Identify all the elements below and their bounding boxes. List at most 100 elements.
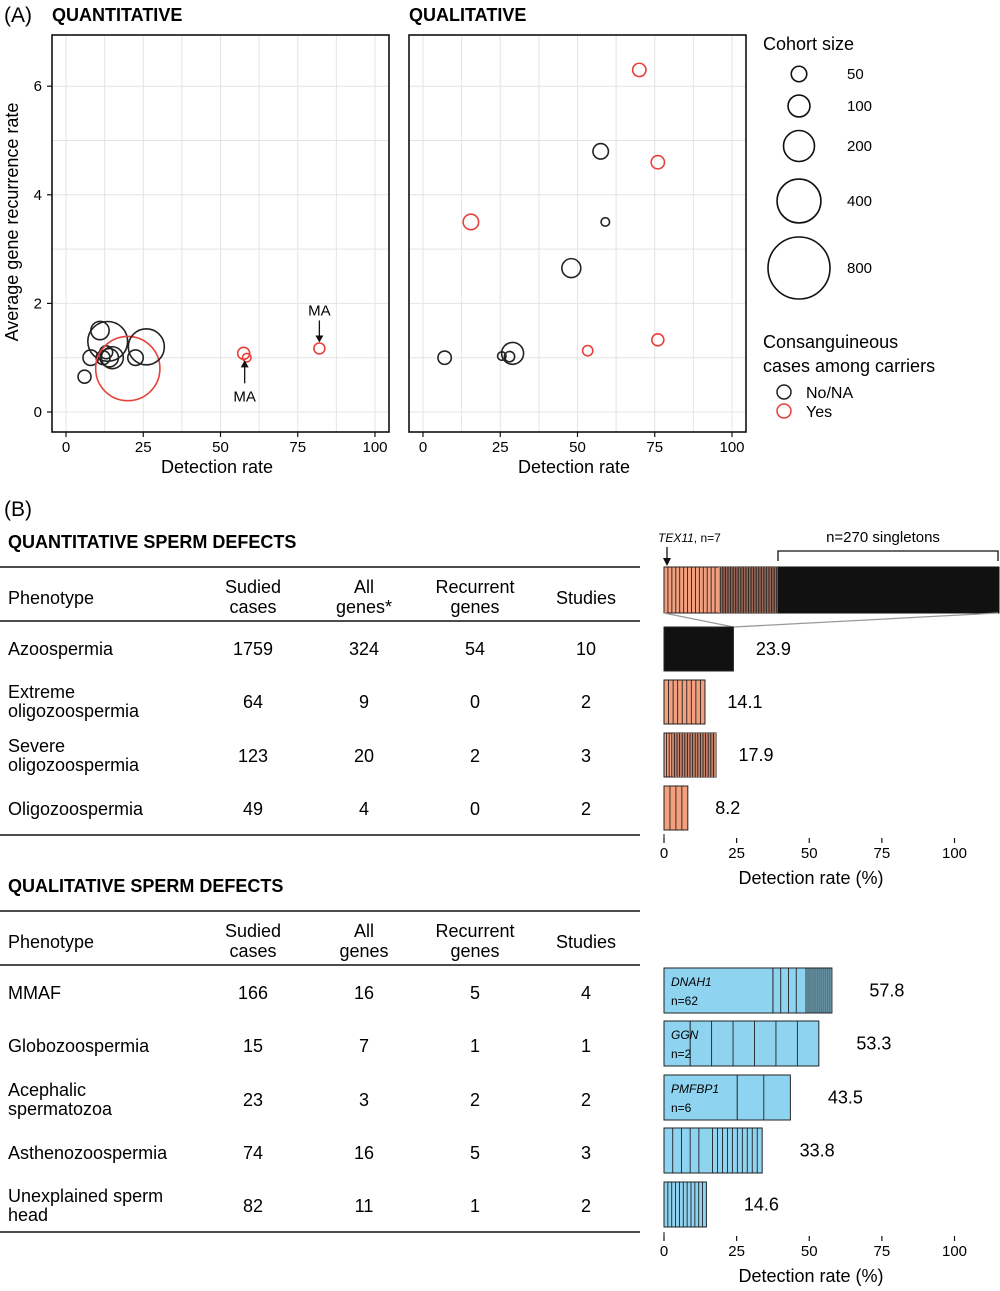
scatter-point — [437, 350, 453, 366]
size-legend-circle — [790, 65, 808, 83]
bar-value-label: 23.9 — [756, 639, 791, 659]
bar-axis-tick-label: 0 — [660, 1243, 668, 1260]
table-cell: 324 — [349, 639, 379, 659]
legend-size-title: Cohort size — [763, 34, 854, 54]
y-tick-label: 2 — [34, 295, 42, 312]
qualitative-bar-chart: DNAH1 n=62 57.8 GGN n=2 53.3 PMFBP1 n=6 43.5 33.8… — [660, 967, 967, 1286]
bar-value-label: 57.8 — [869, 981, 904, 1001]
ma-annotation-label: MA — [308, 302, 331, 319]
table-cell: 0 — [470, 692, 480, 712]
bar-dense-segment — [673, 733, 716, 777]
table-cell: 3 — [359, 1090, 369, 1110]
x-tick-label: 100 — [362, 439, 387, 456]
table-cell: 23 — [243, 1090, 263, 1110]
quantitative-scatter-plot: 0 25 50 75 100 0 2 4 6 MA MA — [34, 34, 390, 456]
quantitative-panel-title: QUANTITATIVE — [52, 5, 182, 25]
table-cell: 20 — [354, 746, 374, 766]
panel-b: (B) QUANTITATIVE SPERM DEFECTS QUALITATI… — [0, 498, 1000, 1286]
bar-value-label: 14.6 — [744, 1195, 779, 1215]
size-legend: 50 100 200 400 800 — [767, 65, 872, 300]
bar-axis-label: Detection rate (%) — [738, 1266, 883, 1286]
singletons-label: n=270 singletons — [826, 529, 940, 546]
bar-gene-label: GGN — [671, 1028, 699, 1042]
scatter-point — [581, 344, 594, 357]
bar-axis-tick-label: 75 — [874, 1243, 891, 1260]
scatter-point — [236, 346, 251, 361]
table-header-cell: Phenotype — [8, 932, 94, 952]
table-cell: 2 — [470, 746, 480, 766]
y-tick-label: 4 — [34, 187, 42, 204]
bar-axis-label: Detection rate (%) — [738, 868, 883, 888]
table-cell: 1 — [470, 1036, 480, 1056]
scatter-point — [241, 352, 252, 363]
table-row-phenotype: oligozoospermia — [8, 755, 140, 775]
x-tick-label: 0 — [419, 439, 427, 456]
table-row-phenotype: spermatozoa — [8, 1099, 113, 1119]
bar-gene-label: DNAH1 — [671, 975, 712, 989]
qualitative-panel-title: QUALITATIVE — [409, 5, 526, 25]
table-row-phenotype: Acephalic — [8, 1080, 86, 1100]
table-cell: 1 — [581, 1036, 591, 1056]
bar-axis-tick-label: 50 — [801, 845, 818, 862]
bar-axis-tick-label: 100 — [942, 845, 967, 862]
table-cell: 2 — [581, 692, 591, 712]
scatter-point — [90, 320, 110, 341]
table-header-cell: genes* — [336, 597, 392, 617]
legend-color-title-line2: cases among carriers — [763, 356, 935, 376]
ma-arrow-head — [315, 335, 324, 343]
panel-a-label: (A) — [4, 4, 32, 27]
x-tick-label: 50 — [569, 439, 586, 456]
table-cell: 3 — [581, 1143, 591, 1163]
table-cell: 4 — [581, 983, 591, 1003]
scatter-point — [127, 328, 166, 366]
bar-acephalic-spermatozoa — [663, 1074, 791, 1121]
table-cell: 54 — [465, 639, 485, 659]
table-row-phenotype: head — [8, 1205, 48, 1225]
x-tick-label: 75 — [289, 439, 306, 456]
table-cell: 49 — [243, 799, 263, 819]
size-legend-circle — [787, 94, 811, 118]
table-header-cell: genes — [450, 597, 499, 617]
qualitative-scatter-plot: 0 25 50 75 100 — [408, 34, 747, 456]
bar-value-label: 33.8 — [800, 1141, 835, 1161]
bar-axis-tick-label: 25 — [728, 1243, 745, 1260]
qualitative-table: PhenotypeSudiedcasesAllgenesRecurrentgen… — [0, 910, 640, 1233]
table-header-cell: Studies — [556, 932, 616, 952]
bar-value-label: 17.9 — [738, 745, 773, 765]
ma-annotation-label: MA — [233, 388, 256, 405]
scatter-point — [650, 154, 666, 170]
bar-unexplained-sperm-head — [663, 1181, 707, 1228]
table-cell: 0 — [470, 799, 480, 819]
bar-axis-tick-label: 50 — [801, 1243, 818, 1260]
scatter-point — [126, 349, 145, 367]
size-legend-circle — [782, 129, 816, 163]
table-header-cell: Phenotype — [8, 588, 94, 608]
size-legend-label: 50 — [847, 66, 864, 83]
table-cell: 15 — [243, 1036, 263, 1056]
qualitative-table-title: QUALITATIVE SPERM DEFECTS — [8, 876, 283, 896]
table-header-cell: Sudied — [225, 577, 281, 597]
table-cell: 7 — [359, 1036, 369, 1056]
scatter-point — [77, 369, 92, 384]
bar-gene-count: n=62 — [671, 994, 698, 1008]
table-cell: 74 — [243, 1143, 263, 1163]
table-header-cell: Sudied — [225, 921, 281, 941]
table-row-phenotype: Unexplained sperm — [8, 1186, 163, 1206]
singletons-bracket — [777, 550, 999, 561]
table-cell: 82 — [243, 1196, 263, 1216]
size-legend-label: 400 — [847, 193, 872, 210]
table-header-cell: Studies — [556, 588, 616, 608]
table-row-phenotype: Oligozoospermia — [8, 799, 144, 819]
table-cell: 9 — [359, 692, 369, 712]
y-axis-label: Average gene recurrence rate — [2, 103, 22, 342]
ma-arrow-head — [240, 360, 249, 368]
tex11-label: TEX11, n=7 — [658, 531, 721, 545]
x-tick-label: 75 — [646, 439, 663, 456]
zoom-connector — [733, 612, 999, 628]
scatter-point — [503, 350, 516, 363]
bar-value-label: 8.2 — [715, 798, 740, 818]
table-header-cell: genes — [450, 941, 499, 961]
zoom-connector — [663, 612, 734, 628]
table-row-phenotype: Extreme — [8, 682, 75, 702]
